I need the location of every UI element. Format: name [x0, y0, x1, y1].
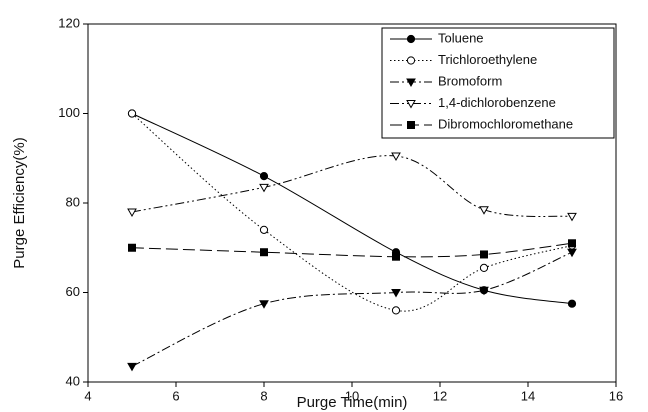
marker	[479, 206, 489, 215]
series-line	[131, 113, 573, 312]
marker	[392, 252, 400, 261]
x-tick-label: 14	[521, 388, 535, 403]
marker	[259, 300, 269, 309]
x-tick-label: 16	[609, 388, 623, 403]
marker	[259, 183, 269, 193]
legend-box	[381, 27, 615, 139]
legend-label: 1,4-dichlorobenzene	[438, 95, 556, 110]
x-tick-label: 8	[260, 388, 267, 403]
legend-label: Toluene	[438, 30, 484, 45]
marker	[568, 239, 576, 248]
marker	[567, 212, 577, 222]
legend: Toluene Trichloroethylene Bromoform 1,4-dic…	[381, 27, 615, 139]
marker	[391, 306, 401, 315]
series-line	[131, 251, 573, 367]
marker	[391, 152, 401, 162]
marker	[407, 121, 415, 129]
series-line	[131, 242, 573, 258]
marker	[391, 289, 401, 298]
marker	[406, 78, 416, 88]
marker	[406, 56, 416, 65]
marker	[567, 248, 577, 258]
y-axis-title: Purge Efficiency(%)	[11, 137, 28, 268]
y-tick-label: 80	[66, 194, 80, 209]
marker	[479, 263, 489, 272]
marker	[406, 34, 416, 44]
marker	[480, 250, 488, 259]
legend-label: Trichloroethylene	[438, 52, 537, 67]
y-tick-label: 60	[66, 284, 80, 299]
marker	[260, 248, 268, 257]
marker	[259, 172, 269, 181]
marker	[479, 286, 489, 296]
marker	[127, 109, 137, 118]
y-tick-label: 40	[66, 373, 80, 388]
y-tick-label: 120	[58, 15, 80, 30]
marker	[127, 362, 137, 372]
marker	[406, 100, 416, 109]
y-tick-label: 100	[58, 105, 80, 120]
marker	[567, 299, 577, 308]
series-line	[131, 113, 573, 305]
marker	[259, 225, 269, 234]
legend-label: Dibromochloromethane	[438, 116, 573, 131]
marker	[128, 243, 136, 252]
x-axis-title: Purge Time(min)	[297, 394, 408, 411]
series-line	[131, 155, 573, 217]
x-tick-label: 10	[345, 388, 359, 403]
x-tick-label: 6	[172, 388, 179, 403]
x-tick-label: 4	[84, 388, 91, 403]
marker	[127, 208, 137, 217]
legend-label: Bromoform	[438, 73, 502, 88]
x-tick-label: 12	[433, 388, 447, 403]
